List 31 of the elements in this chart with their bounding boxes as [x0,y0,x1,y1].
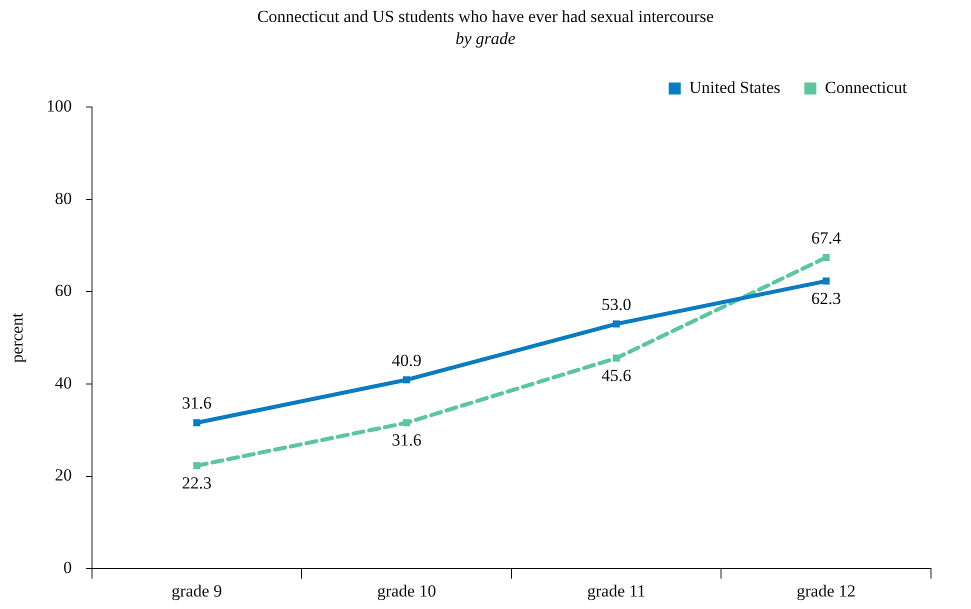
y-tick-label: 40 [54,373,72,392]
x-tick-label: grade 9 [172,581,222,600]
point [822,254,830,262]
point [193,419,200,426]
x-tick-label: grade 10 [377,581,436,600]
x-tick-label: grade 11 [587,581,646,600]
data-label: 40.9 [392,350,422,370]
y-tick-label: 0 [63,558,72,578]
data-label: 67.4 [811,228,842,248]
legend-label: United States [689,78,780,97]
y-tick-label: 60 [54,281,72,300]
point [403,419,410,426]
y-tick-label: 20 [54,466,72,485]
y-axis-title: percent [8,312,27,363]
y-tick-label: 80 [54,188,72,208]
point [403,376,410,384]
x-tick-label: grade 12 [796,581,856,600]
data-label: 31.6 [392,430,422,450]
chart-title: Connecticut and US students who have ever had sexual intercourse [256,6,715,28]
data-label: 22.3 [182,474,212,493]
point [612,354,620,362]
point [193,462,200,470]
legend-label: Connecticut [824,78,908,97]
data-label: 31.6 [182,394,212,413]
y-tick-label: 100 [46,96,72,116]
chart-subtitle: by grade [454,28,516,50]
point [822,277,830,285]
point [612,320,620,328]
data-label: 53.0 [601,294,632,314]
data-label: 62.3 [811,288,841,308]
data-label: 45.6 [601,366,632,386]
